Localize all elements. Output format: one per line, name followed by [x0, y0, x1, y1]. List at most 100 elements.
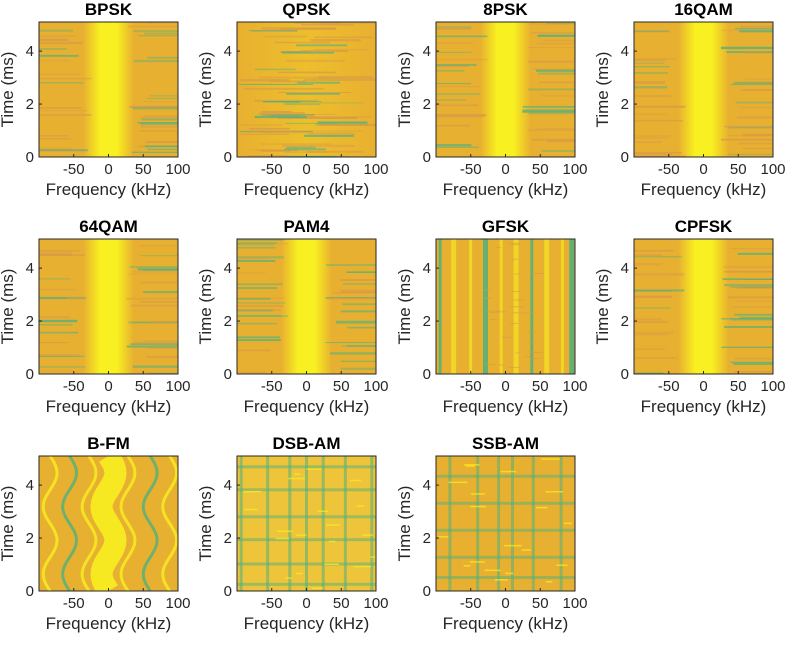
heatmap-streak: [317, 510, 328, 512]
heatmap-streak: [728, 296, 773, 299]
spectrogram-panel-ssb-am: SSB-AM -50 0 50 100 0 2 4 Frequency (kHz) Time (m…: [395, 434, 588, 633]
heatmap-streak: [489, 311, 498, 313]
heatmap-streak: [546, 23, 575, 25]
y-tick-label: 2: [26, 530, 34, 547]
heatmap-streak: [529, 23, 575, 25]
x-tick-label: 100: [760, 161, 785, 178]
heatmap-streak: [271, 114, 302, 117]
heatmap-streak: [243, 87, 324, 90]
heatmap-streak: [260, 111, 292, 113]
heatmap-streak: [436, 93, 481, 95]
heatmap-streak: [257, 113, 335, 115]
heatmap-image: [237, 22, 376, 157]
heatmap-streak: [634, 331, 675, 334]
heatmap-streak: [146, 22, 178, 24]
heatmap-streak: [261, 149, 291, 152]
x-tick-label: -50: [658, 378, 680, 395]
spectrogram-panel-64qam: 64QAM -50 0 50 100 0 2 4 Frequency (kHz) Time (ms…: [0, 217, 191, 416]
heatmap-streak: [286, 59, 345, 62]
y-axis-label: Time (ms): [593, 52, 612, 128]
heatmap-streak: [39, 149, 89, 151]
heatmap-streak: [634, 321, 669, 323]
heatmap-streak: [39, 60, 70, 62]
heatmap-streak: [463, 565, 471, 567]
x-tick-label: 50: [333, 378, 350, 395]
chart-title: 16QAM: [674, 0, 733, 19]
heatmap-streak: [508, 366, 520, 368]
heatmap-streak: [284, 151, 330, 153]
heatmap-image: [237, 456, 376, 591]
heatmap-streak: [486, 310, 500, 312]
x-tick-label: 0: [699, 378, 707, 395]
heatmap-streak: [634, 318, 663, 320]
x-tick-label: -50: [460, 378, 482, 395]
heatmap-streak: [300, 24, 354, 26]
heatmap-streak: [237, 309, 273, 312]
x-tick-label: 50: [333, 595, 350, 612]
heatmap-streak: [501, 336, 514, 338]
heatmap-streak: [353, 565, 371, 568]
heatmap-streak: [39, 250, 80, 252]
heatmap-streak: [436, 85, 479, 88]
heatmap-streak: [436, 116, 483, 118]
heatmap-streak: [436, 124, 471, 127]
y-tick-label: 0: [26, 366, 34, 383]
heatmap-streak: [237, 302, 286, 304]
heatmap-streak: [741, 278, 773, 280]
x-tick-label: 0: [699, 161, 707, 178]
heatmap-band: [448, 456, 452, 591]
heatmap-band: [499, 239, 503, 374]
heatmap-streak: [237, 315, 289, 318]
heatmap-wave: [119, 456, 137, 591]
heatmap-streak: [250, 149, 306, 151]
x-tick-label: 50: [333, 161, 350, 178]
heatmap-streak: [138, 269, 178, 271]
heatmap-streak: [511, 244, 522, 246]
heatmap-streak: [328, 540, 336, 543]
x-tick-label: -50: [63, 161, 85, 178]
y-tick-label: 4: [26, 260, 34, 277]
heatmap-streak: [522, 312, 535, 314]
heatmap-streak: [149, 372, 178, 374]
heatmap-streak: [247, 155, 288, 157]
heatmap-streak: [274, 41, 331, 44]
heatmap-streak: [339, 279, 376, 281]
y-tick-label: 4: [26, 477, 34, 494]
heatmap-streak: [735, 101, 773, 104]
heatmap-band: [569, 239, 575, 374]
heatmap-streak: [528, 112, 575, 115]
heatmap-streak: [146, 356, 178, 358]
heatmap-streak: [634, 95, 672, 98]
heatmap-streak: [340, 367, 376, 370]
heatmap-streak: [511, 306, 525, 308]
heatmap-streak: [279, 27, 337, 30]
heatmap-streak: [494, 579, 508, 581]
heatmap-band: [497, 456, 501, 591]
heatmap-streak: [737, 252, 773, 255]
heatmap-streak: [130, 343, 178, 345]
heatmap-streak: [735, 27, 773, 30]
heatmap-streak: [436, 26, 472, 29]
chart-title: BPSK: [85, 0, 133, 19]
spectrogram-panel-pam4: PAM4 -50 0 50 100 0 2 4 Frequency (kHz) Time (ms): [196, 217, 389, 416]
heatmap-streak: [634, 357, 678, 359]
x-tick-label: 50: [730, 378, 747, 395]
heatmap-streak: [732, 306, 773, 308]
heatmap-streak: [634, 141, 662, 143]
heatmap-streak: [537, 72, 575, 75]
heatmap-streak: [237, 287, 277, 289]
heatmap-streak: [529, 351, 538, 353]
spectrogram-panel-8psk: 8PSK -50 0 50 100 0 2 4 Frequency (kHz) Time (ms): [395, 0, 588, 199]
heatmap-streak: [39, 319, 78, 323]
x-axis-label: Frequency (kHz): [443, 180, 569, 199]
heatmap-streak: [634, 72, 669, 74]
spectrogram-panel-16qam: 16QAM -50 0 50 100 0 2 4 Frequency (kHz) Time (ms…: [593, 0, 786, 199]
x-axis-label: Frequency (kHz): [641, 397, 767, 416]
heatmap-wave: [90, 456, 127, 591]
heatmap-streak: [131, 304, 178, 307]
heatmap-streak: [634, 137, 669, 139]
heatmap-streak: [132, 365, 178, 368]
heatmap-streak: [436, 27, 472, 30]
heatmap-streak: [39, 324, 73, 326]
x-axis-label: Frequency (kHz): [641, 180, 767, 199]
